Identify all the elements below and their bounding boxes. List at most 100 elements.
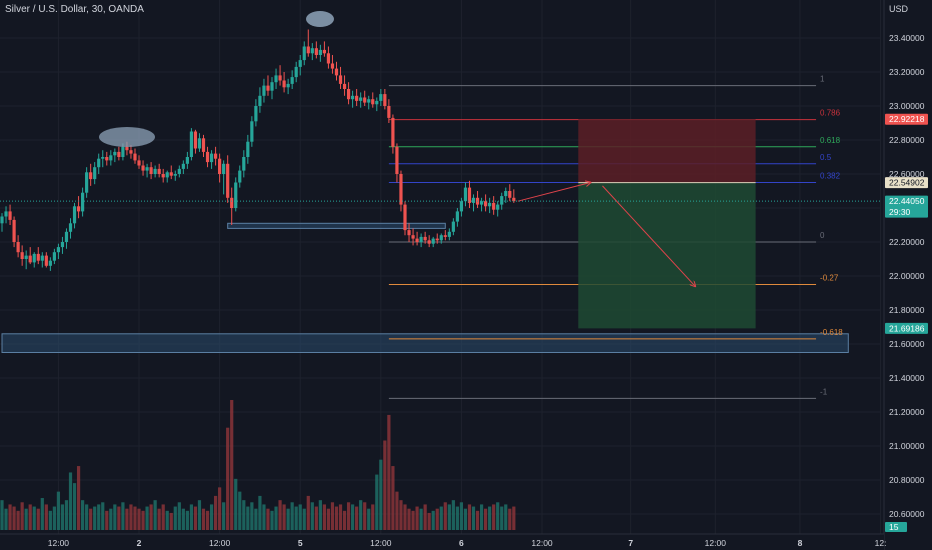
volume-bar <box>395 491 399 530</box>
price-label-box <box>885 113 928 125</box>
volume-bar <box>463 508 468 530</box>
volume-bar <box>451 500 455 530</box>
volume-bar <box>81 500 85 530</box>
candle-body <box>242 157 246 171</box>
volume-bar <box>181 508 185 530</box>
candle-body <box>306 46 310 54</box>
candle-body <box>318 49 322 55</box>
volume-bar <box>89 508 93 530</box>
candle-body <box>113 151 117 156</box>
price-tick-label: 23.00000 <box>889 101 925 111</box>
candle-body <box>447 231 451 237</box>
volume-bar <box>157 508 161 530</box>
candle-body <box>8 211 12 220</box>
candle-body <box>28 255 32 263</box>
volume-bar <box>76 466 81 530</box>
price-tick-label: 22.80000 <box>889 135 925 145</box>
price-label-countdown: 29:30 <box>889 207 911 217</box>
annotation-ellipse <box>306 11 334 27</box>
volume-bar <box>97 504 101 530</box>
volume-bar <box>201 508 206 530</box>
volume-bar <box>355 506 359 530</box>
volume-bar <box>121 502 125 530</box>
volume-bar <box>455 506 459 530</box>
price-tick-label: 22.60000 <box>889 169 925 179</box>
volume-bar <box>371 504 375 530</box>
candle-body <box>270 82 274 91</box>
candle-body <box>4 211 8 217</box>
time-tick-label: 12:00 <box>370 538 392 548</box>
time-tick-label: 6 <box>459 538 464 548</box>
candle-body <box>101 157 105 159</box>
volume-bar <box>230 400 234 530</box>
volume-bar <box>234 478 238 530</box>
candle-body <box>125 146 129 151</box>
volume-bar <box>238 491 242 530</box>
candle-body <box>431 238 435 244</box>
volume-bar <box>218 487 222 530</box>
candle-body <box>298 60 302 67</box>
candle-body <box>12 219 16 242</box>
candle-body <box>463 187 468 202</box>
volume-bar <box>109 508 113 530</box>
volume-bar <box>290 502 294 530</box>
volume-bar <box>407 508 411 530</box>
candle-body <box>459 201 464 212</box>
candle-body <box>266 85 270 91</box>
candle-body <box>419 236 423 242</box>
time-tick-label: 12:00 <box>705 538 727 548</box>
volume-bar <box>415 506 419 530</box>
price-tick-label: 21.60000 <box>889 339 925 349</box>
volume-bar <box>423 504 427 530</box>
volume-bar <box>298 504 302 530</box>
fib-level-label: 0.786 <box>820 109 841 118</box>
candle-body <box>250 121 254 142</box>
candle-body <box>89 172 93 180</box>
volume-bar <box>512 506 516 530</box>
candle-body <box>230 197 234 208</box>
candle-body <box>395 146 399 174</box>
volume-bar <box>346 502 351 530</box>
volume-bar <box>141 510 145 530</box>
volume-bar <box>387 414 391 530</box>
volume-bar <box>500 506 504 530</box>
candle-body <box>359 97 363 101</box>
stop-loss-zone <box>578 119 756 183</box>
candle-body <box>222 163 226 174</box>
candle-body <box>165 172 169 178</box>
candle-body <box>205 151 210 163</box>
volume-bar <box>185 510 189 530</box>
price-label-box <box>885 322 928 334</box>
price-tick-label: 22.00000 <box>889 271 925 281</box>
candle-body <box>294 66 298 78</box>
price-label-value: 22.54902 <box>889 178 925 188</box>
volume-bar <box>48 510 52 530</box>
candle-body <box>161 174 165 178</box>
volume-bar <box>488 506 492 530</box>
candle-body <box>72 206 77 224</box>
volume-bar <box>197 500 202 530</box>
volume-bar <box>375 474 379 530</box>
volume-bar <box>40 498 44 530</box>
volume-label-box <box>885 522 907 532</box>
volume-bar <box>294 506 298 530</box>
volume-bar <box>471 506 476 530</box>
volume-bar <box>286 508 290 530</box>
volume-bar <box>226 427 230 530</box>
volume-bar <box>0 500 4 530</box>
candle-body <box>326 53 331 64</box>
volume-bar <box>258 495 262 530</box>
volume-bar <box>379 459 383 530</box>
candle-body <box>105 157 109 161</box>
volume-bar <box>32 506 36 530</box>
volume-bar <box>246 506 250 530</box>
candle-body <box>443 235 447 237</box>
price-tick-label: 22.20000 <box>889 237 925 247</box>
volume-bar <box>391 466 395 530</box>
candle-body <box>44 255 48 266</box>
candle-body <box>209 153 214 163</box>
volume-bar <box>334 506 339 530</box>
price-tick-label: 21.20000 <box>889 407 925 417</box>
time-tick-label: 12:00 <box>48 538 70 548</box>
